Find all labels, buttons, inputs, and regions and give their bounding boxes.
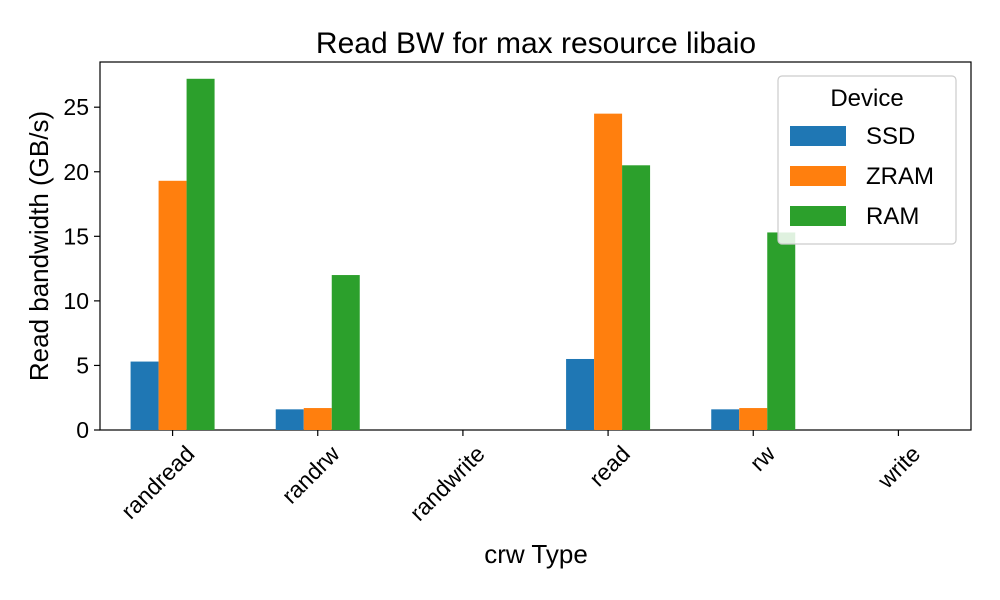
y-tick-label: 5 — [76, 352, 89, 378]
bar-ssd-randread — [130, 361, 159, 430]
bar-ram-randrw — [331, 275, 360, 430]
legend: Device SSD ZRAM RAM — [777, 75, 957, 245]
bar-ssd-randrw — [275, 409, 304, 430]
legend-swatch-ram — [790, 206, 846, 226]
bar-ram-read — [622, 165, 651, 430]
bar-zram-rw — [739, 408, 768, 430]
legend-title: Device — [830, 85, 903, 112]
y-tick-label: 20 — [63, 159, 89, 185]
x-tick-label-randrw: randrw — [276, 440, 344, 508]
x-axis-label: crw Type — [484, 539, 588, 569]
legend-label-ssd: SSD — [866, 123, 915, 150]
x-tick-label-read: read — [584, 440, 635, 491]
bar-ram-rw — [767, 232, 796, 430]
y-tick-label: 0 — [76, 417, 89, 443]
legend-swatch-zram — [790, 166, 846, 186]
chart-title: Read BW for max resource libaio — [316, 27, 756, 60]
y-tick-label: 15 — [63, 223, 89, 249]
x-tick-label-randwrite: randwrite — [404, 440, 489, 525]
bar-zram-randread — [158, 180, 187, 430]
bar-ssd-rw — [711, 409, 740, 430]
x-axis: randread randrw randwrite read rw write — [116, 430, 925, 526]
bars — [130, 78, 796, 431]
bar-ram-randread — [186, 78, 215, 431]
plot-area — [99, 61, 972, 431]
legend-swatch-ssd — [790, 126, 846, 146]
legend-box — [777, 75, 957, 245]
y-tick-label: 10 — [63, 288, 89, 314]
plot-frame — [99, 61, 972, 431]
y-axis: 0 5 10 15 20 25 — [63, 94, 100, 443]
bar-ssd-read — [566, 358, 595, 430]
y-axis-label: Read bandwidth (GB/s) — [24, 111, 54, 381]
y-tick-label: 25 — [63, 94, 89, 120]
bar-zram-read — [594, 113, 623, 431]
bar-zram-randrw — [303, 408, 332, 430]
legend-label-ram: RAM — [866, 203, 919, 230]
x-tick-label-randread: randread — [116, 440, 199, 523]
legend-label-zram: ZRAM — [866, 163, 934, 190]
x-tick-label-rw: rw — [745, 440, 781, 476]
x-tick-label-write: write — [872, 440, 925, 493]
